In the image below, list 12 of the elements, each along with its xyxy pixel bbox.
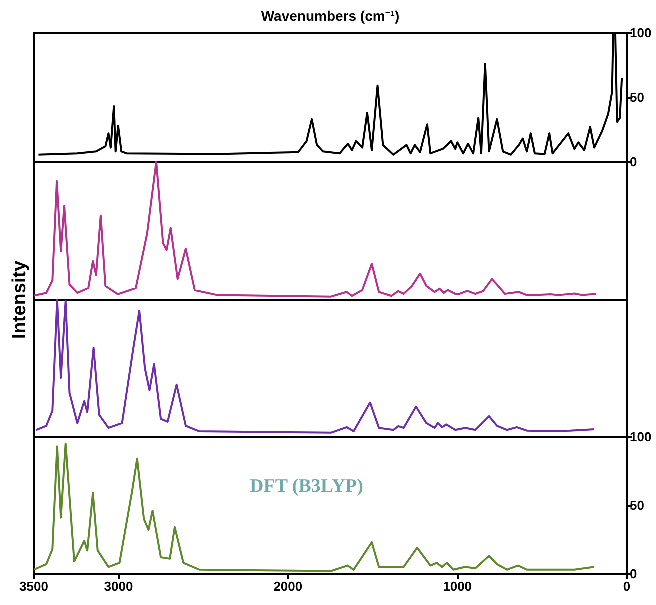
annotation: DFT (B3LYP) <box>250 476 364 497</box>
x-tick-label: 3500 <box>20 579 48 594</box>
y-tick-label: 100 <box>630 430 652 444</box>
y-tick-label: 100 <box>630 26 652 40</box>
y-axis-title: Intensity <box>10 260 30 340</box>
x-axis-title: Wavenumbers (cm⁻¹) <box>261 8 400 24</box>
y-tick-label: 50 <box>630 498 644 513</box>
x-tick-label: 1000 <box>443 579 472 594</box>
y-tick-label: 50 <box>630 90 644 105</box>
line-series <box>33 442 596 572</box>
x-tick-label: 2000 <box>274 579 303 594</box>
x-tick-label: 3000 <box>104 579 134 594</box>
